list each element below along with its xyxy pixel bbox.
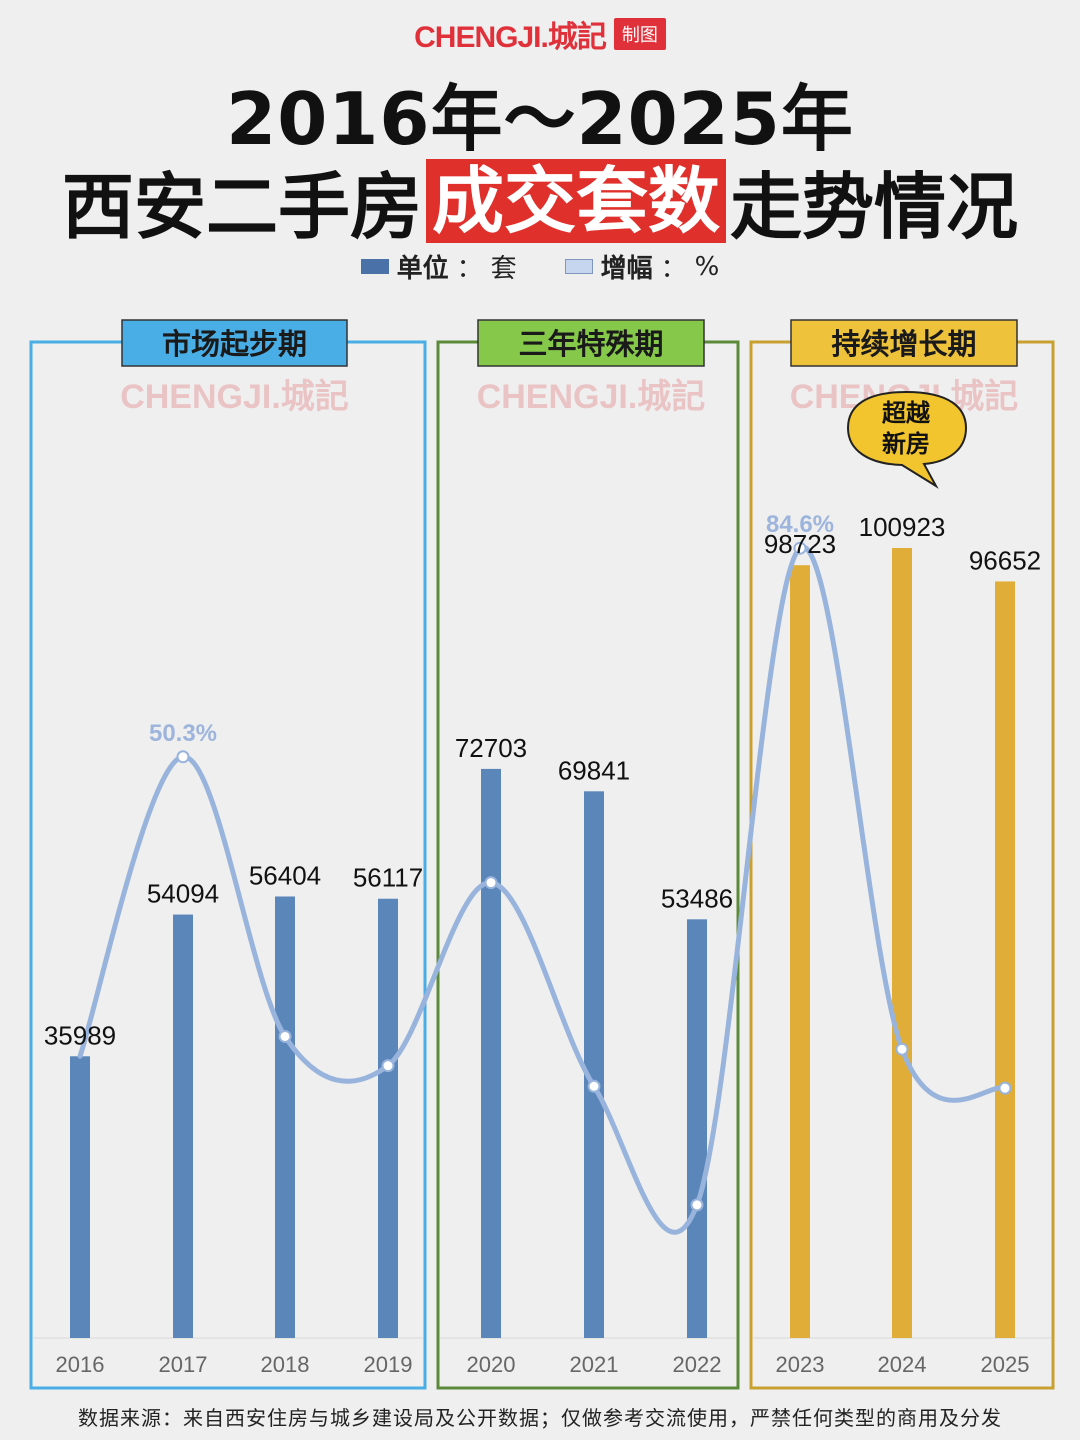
growth-point-2024 xyxy=(895,1042,909,1056)
x-tick-2024: 2024 xyxy=(878,1352,927,1377)
period-label-3: 持续增长期 xyxy=(831,327,976,361)
watermark-2: CHENGJI.城記 xyxy=(477,377,706,416)
bar-2016 xyxy=(70,1056,90,1338)
growth-point-2019 xyxy=(381,1059,395,1073)
brand-header: CHENGJI.城記 制图 xyxy=(0,12,1080,56)
legend-label-bar: 单位 xyxy=(396,254,449,284)
data-source-footer: 数据来源：来自西安住房与城乡建设局及公开数据；仅做参考交流使用，严禁任何类型的商… xyxy=(78,1406,1002,1430)
title-prefix: 西安二手房 xyxy=(61,164,422,249)
bar-2019 xyxy=(378,898,398,1338)
bar-2018 xyxy=(275,896,295,1338)
bar-value-2024: 100923 xyxy=(859,512,946,542)
growth-label-2023: 84.6% xyxy=(766,511,834,538)
legend-value-line: % xyxy=(694,251,720,282)
bar-value-2022: 53486 xyxy=(661,883,733,913)
legend-item-bar: 单位： 套 xyxy=(360,248,517,285)
period-label-1: 市场起步期 xyxy=(162,327,307,361)
chart-legend: 单位： 套 增幅： % xyxy=(0,248,1080,285)
x-tick-2017: 2017 xyxy=(159,1352,208,1377)
x-tick-2021: 2021 xyxy=(570,1352,619,1377)
x-tick-2016: 2016 xyxy=(56,1352,105,1377)
bar-value-2017: 54094 xyxy=(147,879,219,909)
bar-2024 xyxy=(892,548,912,1338)
period-label-bg-2 xyxy=(477,319,705,367)
legend-label-line: 增幅 xyxy=(600,254,653,284)
bar-value-2023: 98723 xyxy=(764,529,836,559)
bar-2022 xyxy=(687,919,707,1338)
growth-point-2017 xyxy=(176,750,190,764)
x-tick-2018: 2018 xyxy=(261,1352,310,1377)
growth-point-2025 xyxy=(998,1081,1012,1095)
x-tick-2025: 2025 xyxy=(981,1352,1030,1377)
legend-swatch-bar xyxy=(360,259,389,274)
watermark-1: CHENGJI.城記 xyxy=(120,377,349,416)
growth-point-2020 xyxy=(484,876,498,890)
brand-logo: CHENGJI.城記 xyxy=(414,21,607,54)
period-label-bg-1 xyxy=(121,319,348,367)
bar-value-2018: 56404 xyxy=(249,860,321,890)
x-tick-2023: 2023 xyxy=(776,1352,825,1377)
title-highlight: 成交套数 xyxy=(425,158,726,243)
bar-2023 xyxy=(790,565,810,1338)
badge-bubble xyxy=(846,390,968,489)
badge-line2: 新房 xyxy=(882,430,930,458)
legend-value-bar: 套 xyxy=(490,254,517,284)
page-title-line1: 2016年～2025年 xyxy=(226,77,854,161)
period-label-2: 三年特殊期 xyxy=(518,327,663,361)
chart-canvas: 市场起步期CHENGJI.城記三年特殊期CHENGJI.城記持续增长期CHENG… xyxy=(29,319,1055,1390)
bar-value-2025: 96652 xyxy=(969,545,1041,575)
page-title-line2: 西安二手房 成交套数 走势情况 xyxy=(0,148,1080,253)
period-label-bg-3 xyxy=(790,319,1018,367)
x-tick-2020: 2020 xyxy=(467,1352,516,1377)
growth-label-2017: 50.3% xyxy=(149,720,217,747)
bar-2025 xyxy=(995,581,1015,1338)
bar-2017 xyxy=(173,914,193,1338)
x-tick-2019: 2019 xyxy=(364,1352,413,1377)
badge-line1: 超越 xyxy=(882,399,931,427)
legend-item-line: 增幅： % xyxy=(564,248,720,285)
bar-2021 xyxy=(584,791,604,1338)
bar-value-2020: 72703 xyxy=(455,733,527,763)
growth-point-2018 xyxy=(278,1029,292,1043)
x-tick-2022: 2022 xyxy=(673,1352,722,1377)
bar-2020 xyxy=(481,768,501,1338)
brand-tag: 制图 xyxy=(613,18,666,50)
growth-point-2022 xyxy=(690,1198,704,1212)
growth-point-2023 xyxy=(793,541,807,555)
bar-value-2021: 69841 xyxy=(558,755,630,785)
legend-swatch-line xyxy=(564,259,593,274)
bar-value-2019: 56117 xyxy=(353,863,423,893)
growth-point-2021 xyxy=(587,1079,601,1093)
title-suffix: 走势情况 xyxy=(730,164,1019,249)
bar-value-2016: 35989 xyxy=(44,1020,116,1050)
